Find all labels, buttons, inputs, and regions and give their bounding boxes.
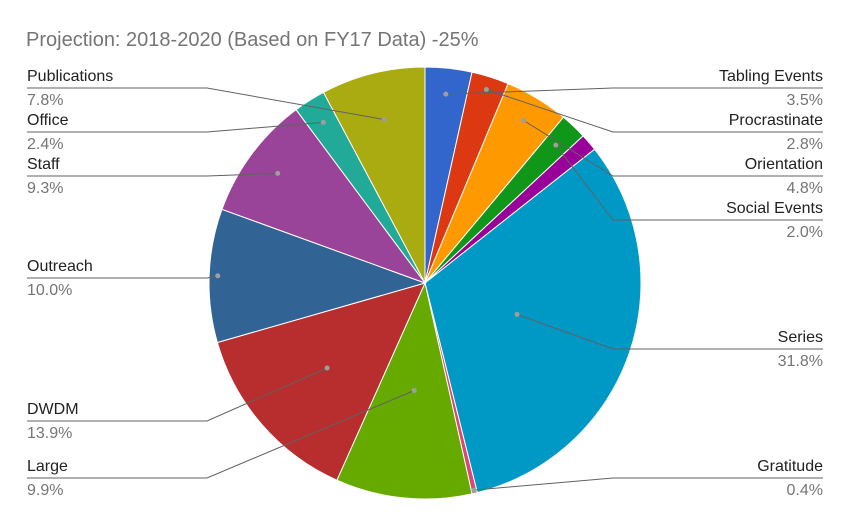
label-name-staff: Staff [27, 156, 60, 173]
leader-staff [27, 172, 278, 177]
label-name-outreach: Outreach [27, 258, 93, 275]
label-name-publications: Publications [27, 68, 113, 85]
leader-dot-outreach [215, 273, 221, 279]
chart-title: Projection: 2018-2020 (Based on FY17 Dat… [26, 29, 479, 51]
label-name-large: Large [27, 458, 68, 475]
label-value-large: 9.9% [27, 482, 63, 499]
label-name-series: Series [778, 329, 823, 346]
pie-slices [208, 66, 642, 500]
label-name-procrastinate: Procrastinate [729, 112, 823, 129]
leader-dot-series [514, 311, 520, 317]
leader-outreach [27, 275, 218, 279]
label-name-gratitude: Gratitude [757, 458, 823, 475]
slice-publications [322, 66, 426, 284]
leader-dot-social-events [553, 142, 559, 148]
slice-series [424, 148, 642, 494]
leader-tabling-events [445, 87, 823, 95]
label-name-social-events: Social Events [726, 200, 823, 217]
slice-dwdm [216, 282, 426, 481]
label-name-orientation: Orientation [745, 156, 823, 173]
label-name-tabling-events: Tabling Events [719, 68, 823, 85]
slice-staff [221, 109, 427, 285]
leader-dot-orientation [521, 118, 527, 123]
slice-labels: Tabling Events 3.5% Procrastinate 2.8% Orien… [27, 68, 823, 499]
label-value-publications: 7.8% [27, 92, 63, 109]
leader-dot-staff [275, 170, 281, 176]
leader-gratitude [473, 477, 823, 491]
leader-orientation [523, 120, 823, 177]
leader-dot-tabling-events [443, 91, 449, 97]
leader-series [516, 313, 823, 350]
slice-unlabeled-7 [336, 281, 473, 500]
label-value-staff: 9.3% [27, 180, 63, 197]
label-value-orientation: 4.8% [787, 180, 823, 197]
leader-dwdm [27, 367, 328, 422]
leader-dot-publications [381, 117, 387, 122]
slice-outreach [208, 208, 427, 344]
leader-dot-gratitude [471, 487, 477, 493]
label-value-procrastinate: 2.8% [787, 136, 823, 153]
leader-office [27, 121, 324, 133]
label-value-dwdm: 13.9% [27, 425, 72, 442]
leader-social-events [555, 144, 823, 221]
label-value-office: 2.4% [27, 136, 63, 153]
label-name-office: Office [27, 112, 69, 129]
label-value-outreach: 10.0% [27, 282, 72, 299]
leader-publications [27, 87, 385, 120]
leader-dot-dwdm [324, 365, 330, 371]
label-value-social-events: 2.0% [787, 224, 823, 241]
leader-dot-procrastinate [483, 87, 489, 92]
leader-procrastinate [486, 89, 823, 133]
leader-lines [27, 87, 823, 493]
leader-dot-large [411, 388, 417, 393]
label-name-dwdm: DWDM [27, 401, 79, 418]
label-value-tabling-events: 3.5% [787, 92, 823, 109]
leader-dot-office [320, 119, 326, 125]
leader-large [27, 390, 415, 479]
label-value-series: 31.8% [778, 353, 823, 370]
label-value-gratitude: 0.4% [787, 482, 823, 499]
